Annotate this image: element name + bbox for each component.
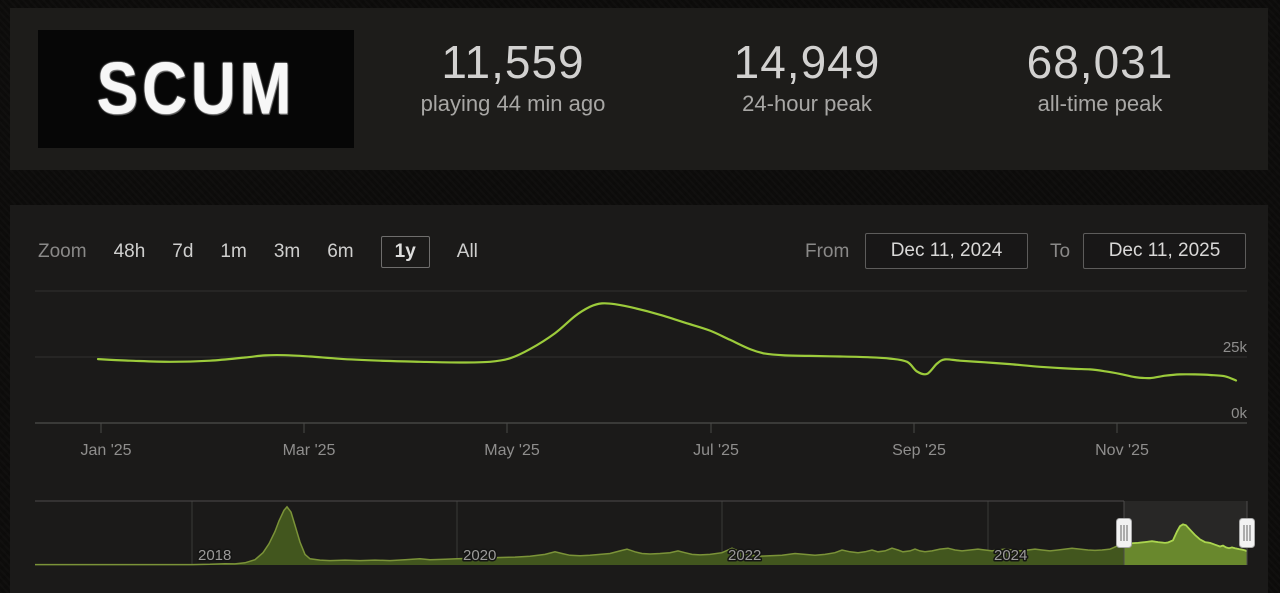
navigator-handle-left[interactable] — [1116, 518, 1132, 548]
navigator-year-label: 2018 — [198, 547, 231, 564]
peak-24h-label: 24-hour peak — [742, 90, 872, 116]
date-from-input[interactable]: Dec 11, 2024 — [865, 233, 1028, 269]
range-button-48h[interactable]: 48h — [113, 241, 146, 262]
main-plot-area[interactable] — [35, 285, 1247, 423]
y-axis-label: 25k — [1223, 339, 1248, 356]
x-axis-label: Mar '25 — [283, 442, 336, 459]
player-count-chart: 0k 25k Jan '25 Mar '25 May '25 Jul '25 Sep '25… — [35, 285, 1255, 566]
main-series-line — [96, 302, 1238, 382]
peak-24h-value: 14,949 — [733, 36, 881, 88]
to-label: To — [1050, 241, 1071, 262]
navigator-handle-right[interactable] — [1239, 518, 1255, 548]
zoom-toolbar-label: Zoom — [38, 241, 87, 262]
x-axis-label: Jan '25 — [80, 442, 131, 459]
range-button-1m[interactable]: 1m — [220, 241, 247, 262]
navigator-year-label: 2020 — [463, 547, 496, 564]
range-button-1y[interactable]: 1y — [380, 236, 430, 268]
alltime-peak-value: 68,031 — [1026, 36, 1174, 88]
range-button-3m[interactable]: 3m — [273, 241, 301, 262]
x-axis-label: Sep '25 — [892, 442, 946, 459]
game-logo-text: SCUM — [96, 48, 296, 130]
chart-panel: Zoom 48h 7d 1m 3m 6m 1y All From Dec 11,… — [10, 205, 1268, 593]
navigator-year-label: 2022 — [728, 547, 761, 564]
x-axis-label: Jul '25 — [693, 442, 739, 459]
game-logo: SCUM — [38, 30, 354, 148]
navigator-selected-range[interactable] — [35, 501, 1248, 565]
from-label: From — [805, 241, 850, 262]
date-to-input[interactable]: Dec 11, 2025 — [1083, 233, 1246, 269]
game-header-panel: SCUM 11,559 playing 44 min ago 14,949 24… — [10, 8, 1268, 170]
range-button-7d[interactable]: 7d — [172, 241, 194, 262]
navigator-year-label: 2024 — [994, 547, 1027, 564]
peak-24h-stat: 14,949 24-hour peak — [682, 36, 932, 117]
x-axis-label: May '25 — [484, 442, 540, 459]
y-axis-label: 0k — [1231, 405, 1247, 422]
zoom-range-toolbar: Zoom 48h 7d 1m 3m 6m 1y All — [38, 232, 478, 272]
range-button-all[interactable]: All — [456, 241, 478, 262]
alltime-peak-label: all-time peak — [1037, 90, 1163, 116]
navigator-area — [35, 506, 1247, 565]
x-axis-label: Nov '25 — [1095, 442, 1149, 459]
range-button-6m[interactable]: 6m — [327, 241, 354, 262]
current-players-stat: 11,559 playing 44 min ago — [388, 36, 638, 117]
alltime-peak-stat: 68,031 all-time peak — [975, 36, 1225, 117]
current-players-value: 11,559 — [441, 36, 585, 88]
current-players-label: playing 44 min ago — [420, 90, 606, 116]
